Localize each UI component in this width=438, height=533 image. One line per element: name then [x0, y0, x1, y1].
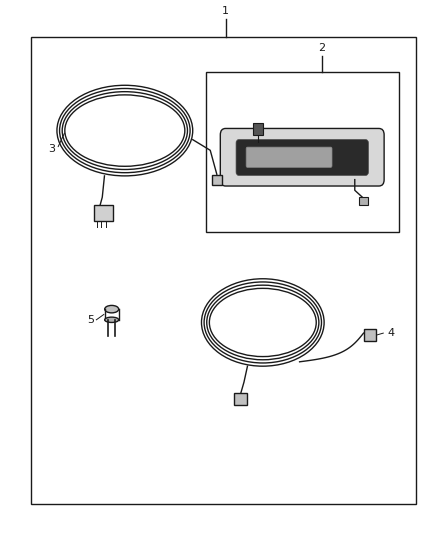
Text: 2: 2 [318, 43, 325, 53]
FancyBboxPatch shape [220, 128, 384, 186]
FancyBboxPatch shape [246, 147, 332, 167]
Bar [206, 72, 399, 232]
Text: 4: 4 [388, 328, 395, 338]
Text: 1: 1 [222, 6, 229, 16]
Bar [253, 123, 263, 135]
Bar [93, 205, 113, 221]
Bar [364, 329, 376, 341]
Ellipse shape [105, 305, 119, 313]
Text: 3: 3 [48, 144, 55, 154]
Ellipse shape [105, 317, 119, 322]
Text: 5: 5 [87, 315, 94, 325]
Bar [234, 393, 247, 405]
Bar [31, 37, 416, 504]
FancyBboxPatch shape [236, 140, 368, 175]
Bar [212, 175, 222, 185]
Bar [359, 197, 368, 205]
